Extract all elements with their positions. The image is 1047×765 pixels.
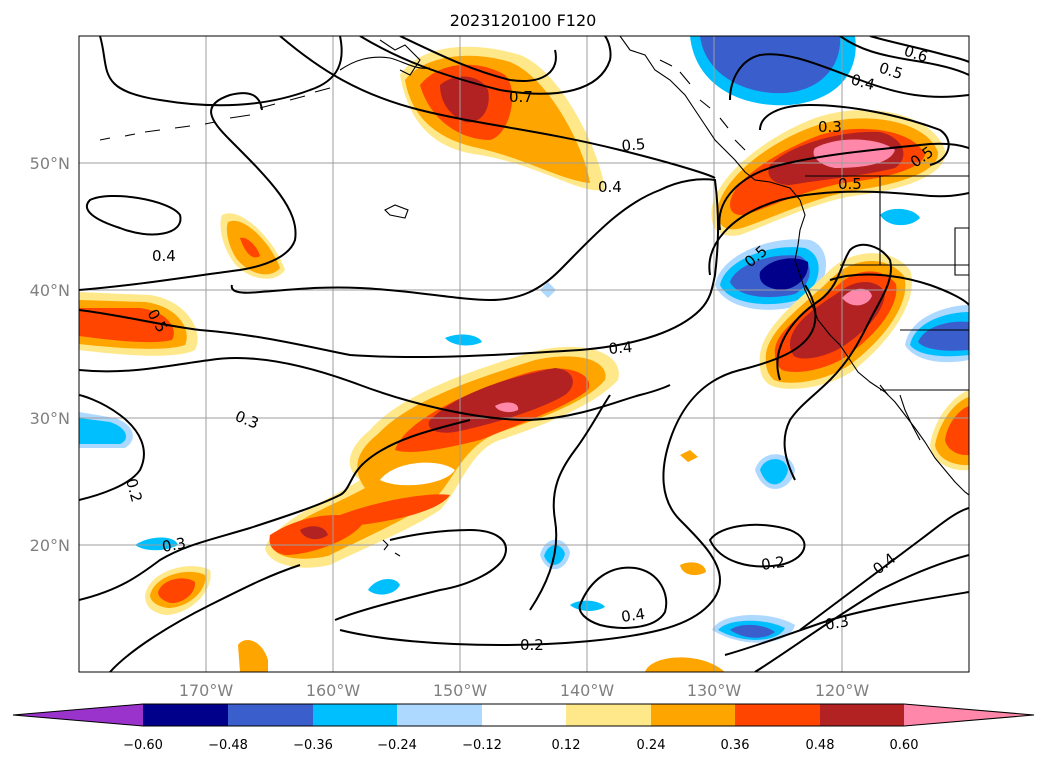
colorbar-extend-max [904,704,1034,726]
lat-label: 30°N [30,409,70,428]
colorbar-bin [482,704,566,726]
lon-label: 170°W [179,681,234,700]
map-panel: 0.7 0.6 0.5 0.4 0.3 0.5 0.5 0.5 0.4 0.4 … [78,35,970,673]
contour-label: 0.3 [818,118,842,136]
contour-label: 0.4 [598,178,622,196]
longitude-labels: 170°W 160°W 150°W 140°W 130°W 120°W [179,681,870,700]
map-frame [78,35,970,673]
lat-label: 50°N [30,154,70,173]
colorbar-bin [313,704,397,726]
colorbar-tick-label: 0.12 [552,738,581,753]
colorbar-tick-label: 0.36 [721,738,750,753]
colorbar-bin [651,704,735,726]
contour-label: 0.2 [760,553,786,574]
colorbar-tick-label: −0.24 [377,738,417,753]
colorbar: −0.60 −0.48 −0.36 −0.24 −0.12 0.12 0.24 … [12,703,1035,753]
filled-anomalies [79,36,969,672]
contour-label: 0.5 [621,135,646,155]
colorbar-bin [397,704,482,726]
lat-label: 20°N [30,536,70,555]
contour-label: 0.2 [122,476,146,504]
figure-title: 2023120100 F120 [450,11,597,30]
lon-label: 140°W [560,681,615,700]
colorbar-tick-label: 0.48 [806,738,835,753]
lon-label: 120°W [815,681,870,700]
colorbar-tick-label: 0.60 [890,738,919,753]
colorbar-tick-label: 0.24 [637,738,666,753]
contour-label: 0.4 [849,70,877,94]
contours [79,36,969,672]
colorbar-tick-label: −0.36 [293,738,333,753]
colorbar-extend-min [13,704,143,726]
latitude-labels: 50°N 40°N 30°N 20°N [30,154,70,555]
lon-label: 160°W [306,681,361,700]
coastlines [99,36,969,557]
contour-label: 0.5 [838,175,862,193]
colorbar-bin [143,704,228,726]
colorbar-bin [566,704,651,726]
colorbar-outline [12,703,1035,727]
contour-label: 0.4 [620,605,646,626]
colorbar-tick-label: −0.60 [123,738,163,753]
gridlines [79,36,969,672]
colorbar-tick-label: −0.12 [462,738,502,753]
contour-label: 0.3 [161,534,188,556]
colorbar-bin [228,704,313,726]
lat-label: 40°N [30,281,70,300]
contour-label: 0.4 [152,247,176,265]
lon-label: 130°W [687,681,742,700]
contour-label: 0.4 [608,338,633,358]
contour-label: 0.3 [824,612,851,634]
colorbar-bin [735,704,820,726]
colorbar-tick-label: −0.48 [208,738,248,753]
lon-label: 150°W [433,681,488,700]
colorbar-bin [820,704,904,726]
contour-label: 0.7 [509,88,533,106]
contour-label: 0.2 [520,636,544,654]
